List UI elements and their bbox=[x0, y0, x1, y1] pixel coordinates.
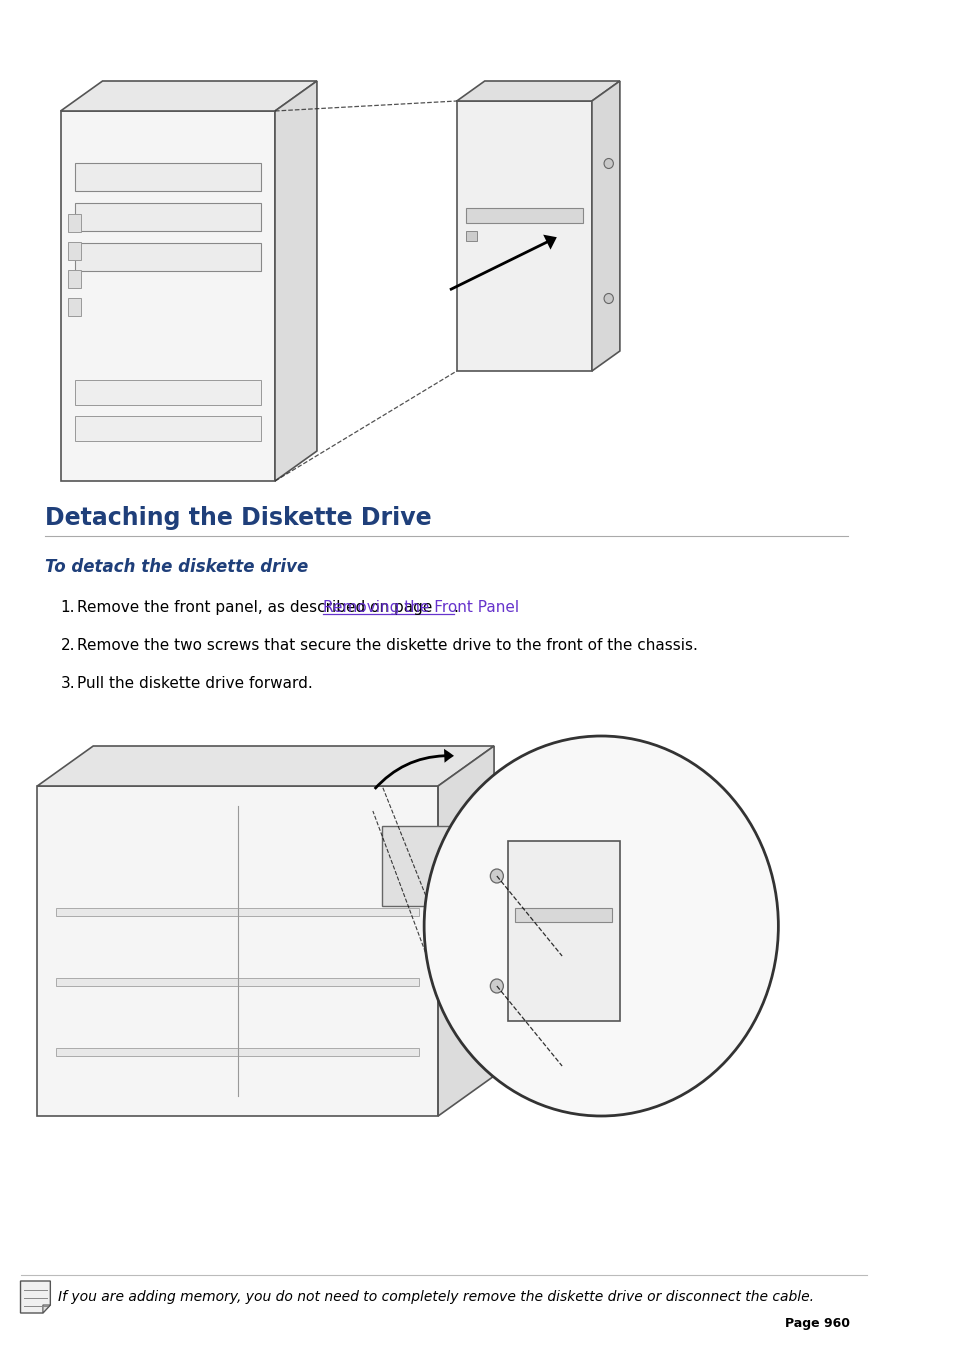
Polygon shape bbox=[74, 163, 261, 190]
Polygon shape bbox=[74, 243, 261, 272]
Polygon shape bbox=[37, 746, 494, 786]
Polygon shape bbox=[56, 908, 419, 916]
Polygon shape bbox=[68, 270, 81, 288]
Circle shape bbox=[603, 293, 613, 304]
Text: Detaching the Diskette Drive: Detaching the Diskette Drive bbox=[45, 507, 431, 530]
Polygon shape bbox=[456, 101, 591, 372]
Text: 1.: 1. bbox=[61, 600, 75, 615]
Polygon shape bbox=[43, 1305, 51, 1313]
Text: 3.: 3. bbox=[61, 676, 75, 690]
Polygon shape bbox=[382, 825, 456, 907]
Text: To detach the diskette drive: To detach the diskette drive bbox=[45, 558, 308, 576]
Polygon shape bbox=[56, 978, 419, 986]
Polygon shape bbox=[74, 380, 261, 405]
Polygon shape bbox=[274, 81, 316, 481]
Text: If you are adding memory, you do not need to completely remove the diskette driv: If you are adding memory, you do not nee… bbox=[58, 1290, 813, 1304]
Polygon shape bbox=[74, 416, 261, 440]
Polygon shape bbox=[437, 746, 494, 1116]
Text: Page 960: Page 960 bbox=[784, 1317, 849, 1329]
Circle shape bbox=[424, 736, 778, 1116]
Polygon shape bbox=[68, 299, 81, 316]
Text: Pull the diskette drive forward.: Pull the diskette drive forward. bbox=[77, 676, 313, 690]
Polygon shape bbox=[61, 81, 316, 111]
Polygon shape bbox=[591, 81, 619, 372]
Polygon shape bbox=[456, 81, 619, 101]
Circle shape bbox=[490, 979, 503, 993]
Polygon shape bbox=[20, 1281, 51, 1313]
Polygon shape bbox=[508, 842, 619, 1021]
Text: Remove the two screws that secure the diskette drive to the front of the chassis: Remove the two screws that secure the di… bbox=[77, 638, 698, 653]
Text: Removing the Front Panel: Removing the Front Panel bbox=[322, 600, 518, 615]
Text: Remove the front panel, as described on page: Remove the front panel, as described on … bbox=[77, 600, 437, 615]
Circle shape bbox=[603, 158, 613, 169]
Text: .: . bbox=[454, 600, 458, 615]
Polygon shape bbox=[68, 242, 81, 259]
Polygon shape bbox=[61, 111, 274, 481]
Polygon shape bbox=[466, 231, 476, 240]
Polygon shape bbox=[466, 208, 582, 223]
Text: 2.: 2. bbox=[61, 638, 75, 653]
Circle shape bbox=[490, 869, 503, 884]
Polygon shape bbox=[515, 908, 612, 921]
Polygon shape bbox=[74, 203, 261, 231]
Polygon shape bbox=[68, 213, 81, 232]
Polygon shape bbox=[56, 1048, 419, 1056]
Polygon shape bbox=[37, 786, 437, 1116]
